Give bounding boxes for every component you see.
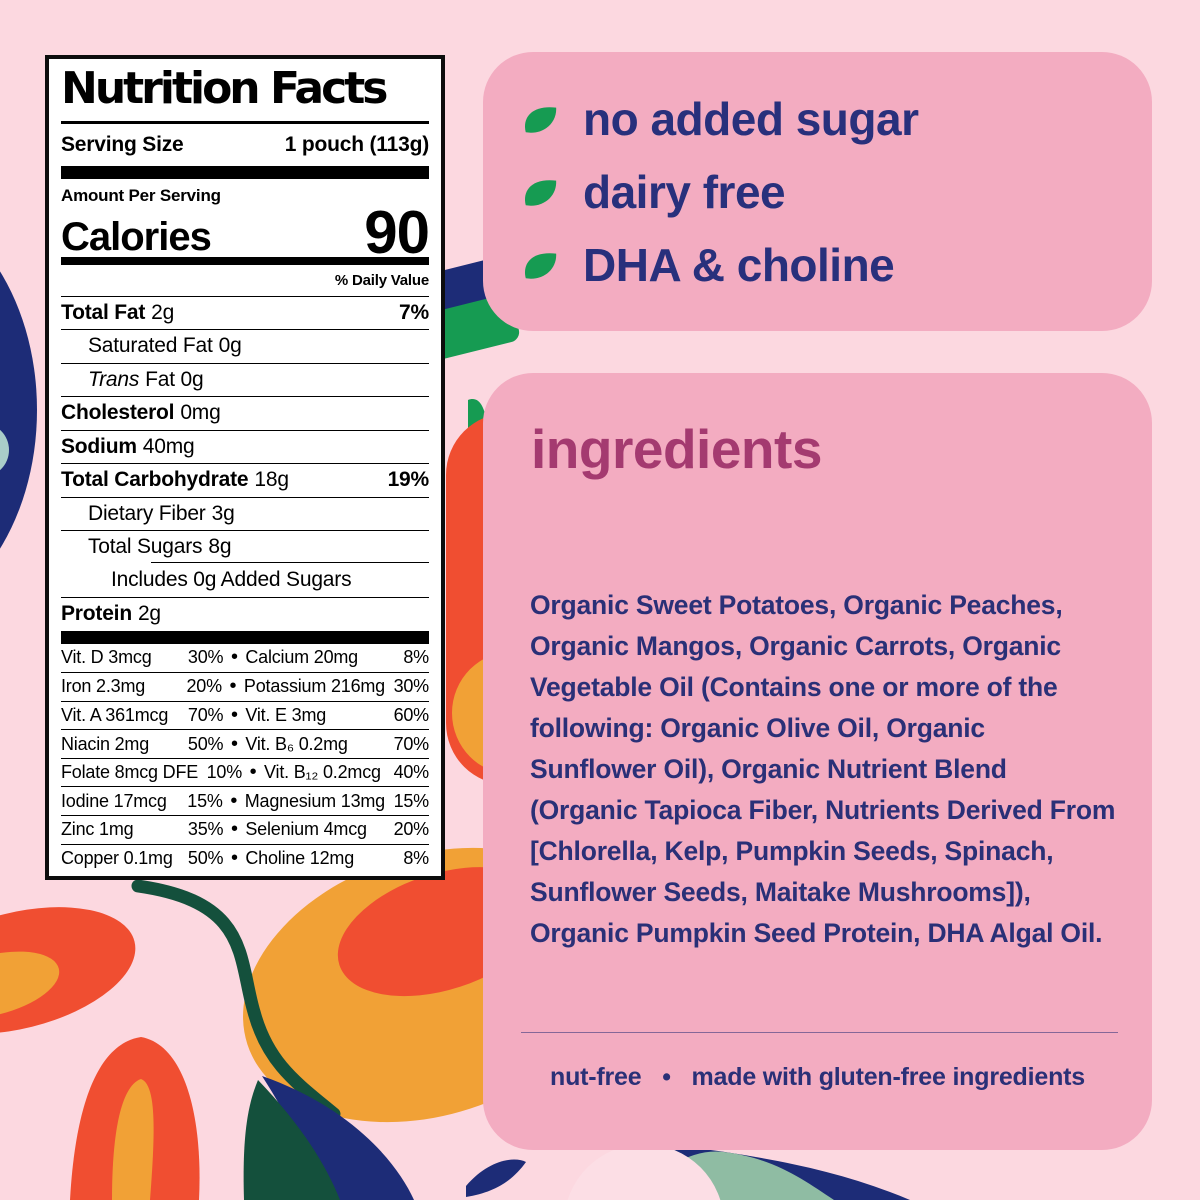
serving-size-value: 1 pouch (113g): [284, 132, 429, 156]
stem: [131, 879, 341, 1121]
bullet-separator: •: [230, 846, 238, 869]
navy-swoosh: [466, 1159, 526, 1197]
divider: [61, 121, 429, 124]
bullet-separator: •: [230, 732, 238, 755]
nutrient-row-total-fat: Total Fat 2g 7%: [61, 295, 429, 330]
micronutrient-row: Iodine 17mcg 15% • Magnesium 13mg 15%: [61, 786, 429, 815]
micronutrient-row: Vit. D 3mcg 30% • Calcium 20mg 8%: [61, 646, 429, 669]
bullet-separator: •: [229, 675, 237, 698]
nutrient-row-saturated-fat: Saturated Fat 0g: [61, 329, 429, 363]
bullet-separator: •: [230, 646, 238, 669]
green-leaf: [243, 1080, 340, 1200]
leaf-icon: [524, 106, 557, 133]
claim-label: DHA & choline: [583, 238, 895, 291]
nutrient-row-dietary-fiber: Dietary Fiber 3g: [61, 496, 429, 531]
medium-bar: [61, 256, 429, 265]
red-petal-left-edge: [0, 907, 136, 1034]
ingredients-text: Organic Sweet Potatoes, Organic Peaches,…: [530, 590, 1116, 948]
nut-free-label: nut-free: [550, 1063, 642, 1091]
micronutrient-row: Copper 0.1mg 50% • Choline 12mg 8%: [61, 843, 429, 873]
thick-bar: [61, 630, 429, 644]
divider: [521, 1032, 1118, 1033]
micronutrient-row: Folate 8mcg DFE 10% • Vit. B₁₂ 0.2mcg 40…: [61, 757, 429, 787]
teal-dot-left: [0, 429, 9, 471]
nutrition-facts-label: Nutrition Facts Serving Size 1 pouch (11…: [45, 55, 445, 880]
nutrient-row-added-sugars: Includes 0g Added Sugars: [61, 562, 429, 598]
yellow-stripe-bottom: [112, 1079, 154, 1200]
nutrient-row-total-carbohydrate: Total Carbohydrate 18g 19%: [61, 463, 429, 497]
navy-leaf: [262, 1076, 414, 1200]
daily-value-header: % Daily Value: [334, 271, 429, 289]
ingredients-card: ingredients Organic Sweet Potatoes, Orga…: [483, 373, 1152, 1150]
claim-dairy-free: dairy free: [521, 160, 1152, 224]
bullet-separator: •: [662, 1063, 671, 1091]
claims-card: no added sugar dairy free DHA & choline: [483, 52, 1152, 331]
ingredients-title: ingredients: [531, 418, 822, 480]
serving-size-label: Serving Size: [61, 132, 184, 156]
navy-blob-left: [0, 271, 37, 549]
pale-circle: [567, 1144, 721, 1200]
bullet-separator: •: [230, 789, 238, 812]
amount-per-serving: Amount Per Serving: [61, 185, 221, 205]
ingredients-footer: nut-free • made with gluten-free ingredi…: [483, 1063, 1152, 1092]
nutrition-facts-title: Nutrition Facts: [61, 63, 388, 114]
claim-label: dairy free: [583, 165, 786, 218]
serving-size-row: Serving Size 1 pouch (113g): [61, 124, 429, 166]
calories-label: Calories: [61, 214, 212, 259]
micronutrient-row: Iron 2.3mg 20% • Potassium 216mg 30%: [61, 672, 429, 701]
leaf-icon: [524, 252, 557, 279]
nutrient-row-total-sugars: Total Sugars 8g: [61, 530, 429, 564]
micronutrient-row: Zinc 1mg 35% • Selenium 4mcg 20%: [61, 815, 429, 844]
nutrient-row-cholesterol: Cholesterol 0mg: [61, 396, 429, 430]
calories-row: Calories 90: [61, 198, 430, 266]
micronutrient-table: Vit. D 3mcg 30% • Calcium 20mg 8% Iron 2…: [61, 644, 429, 873]
claim-label: no added sugar: [583, 92, 919, 145]
calories-value: 90: [364, 198, 430, 266]
bullet-separator: •: [230, 818, 238, 841]
bullet-separator: •: [249, 761, 257, 784]
nutrient-row-trans-fat: Trans Fat 0g: [61, 362, 429, 397]
leaf-icon: [524, 179, 557, 206]
micronutrient-row: Niacin 2mg 50% • Vit. B₆ 0.2mg 70%: [61, 729, 429, 758]
gluten-free-label: made with gluten-free ingredients: [691, 1063, 1086, 1091]
bullet-separator: •: [230, 703, 238, 726]
claim-no-added-sugar: no added sugar: [521, 87, 1152, 151]
thick-bar: [61, 165, 429, 179]
nutrient-row-sodium: Sodium 40mg: [61, 429, 429, 464]
claim-dha-choline: DHA & choline: [521, 233, 1152, 297]
nutrient-row-protein: Protein 2g: [61, 597, 429, 631]
micronutrient-row: Vit. A 361mcg 70% • Vit. E 3mg 60%: [61, 700, 429, 730]
